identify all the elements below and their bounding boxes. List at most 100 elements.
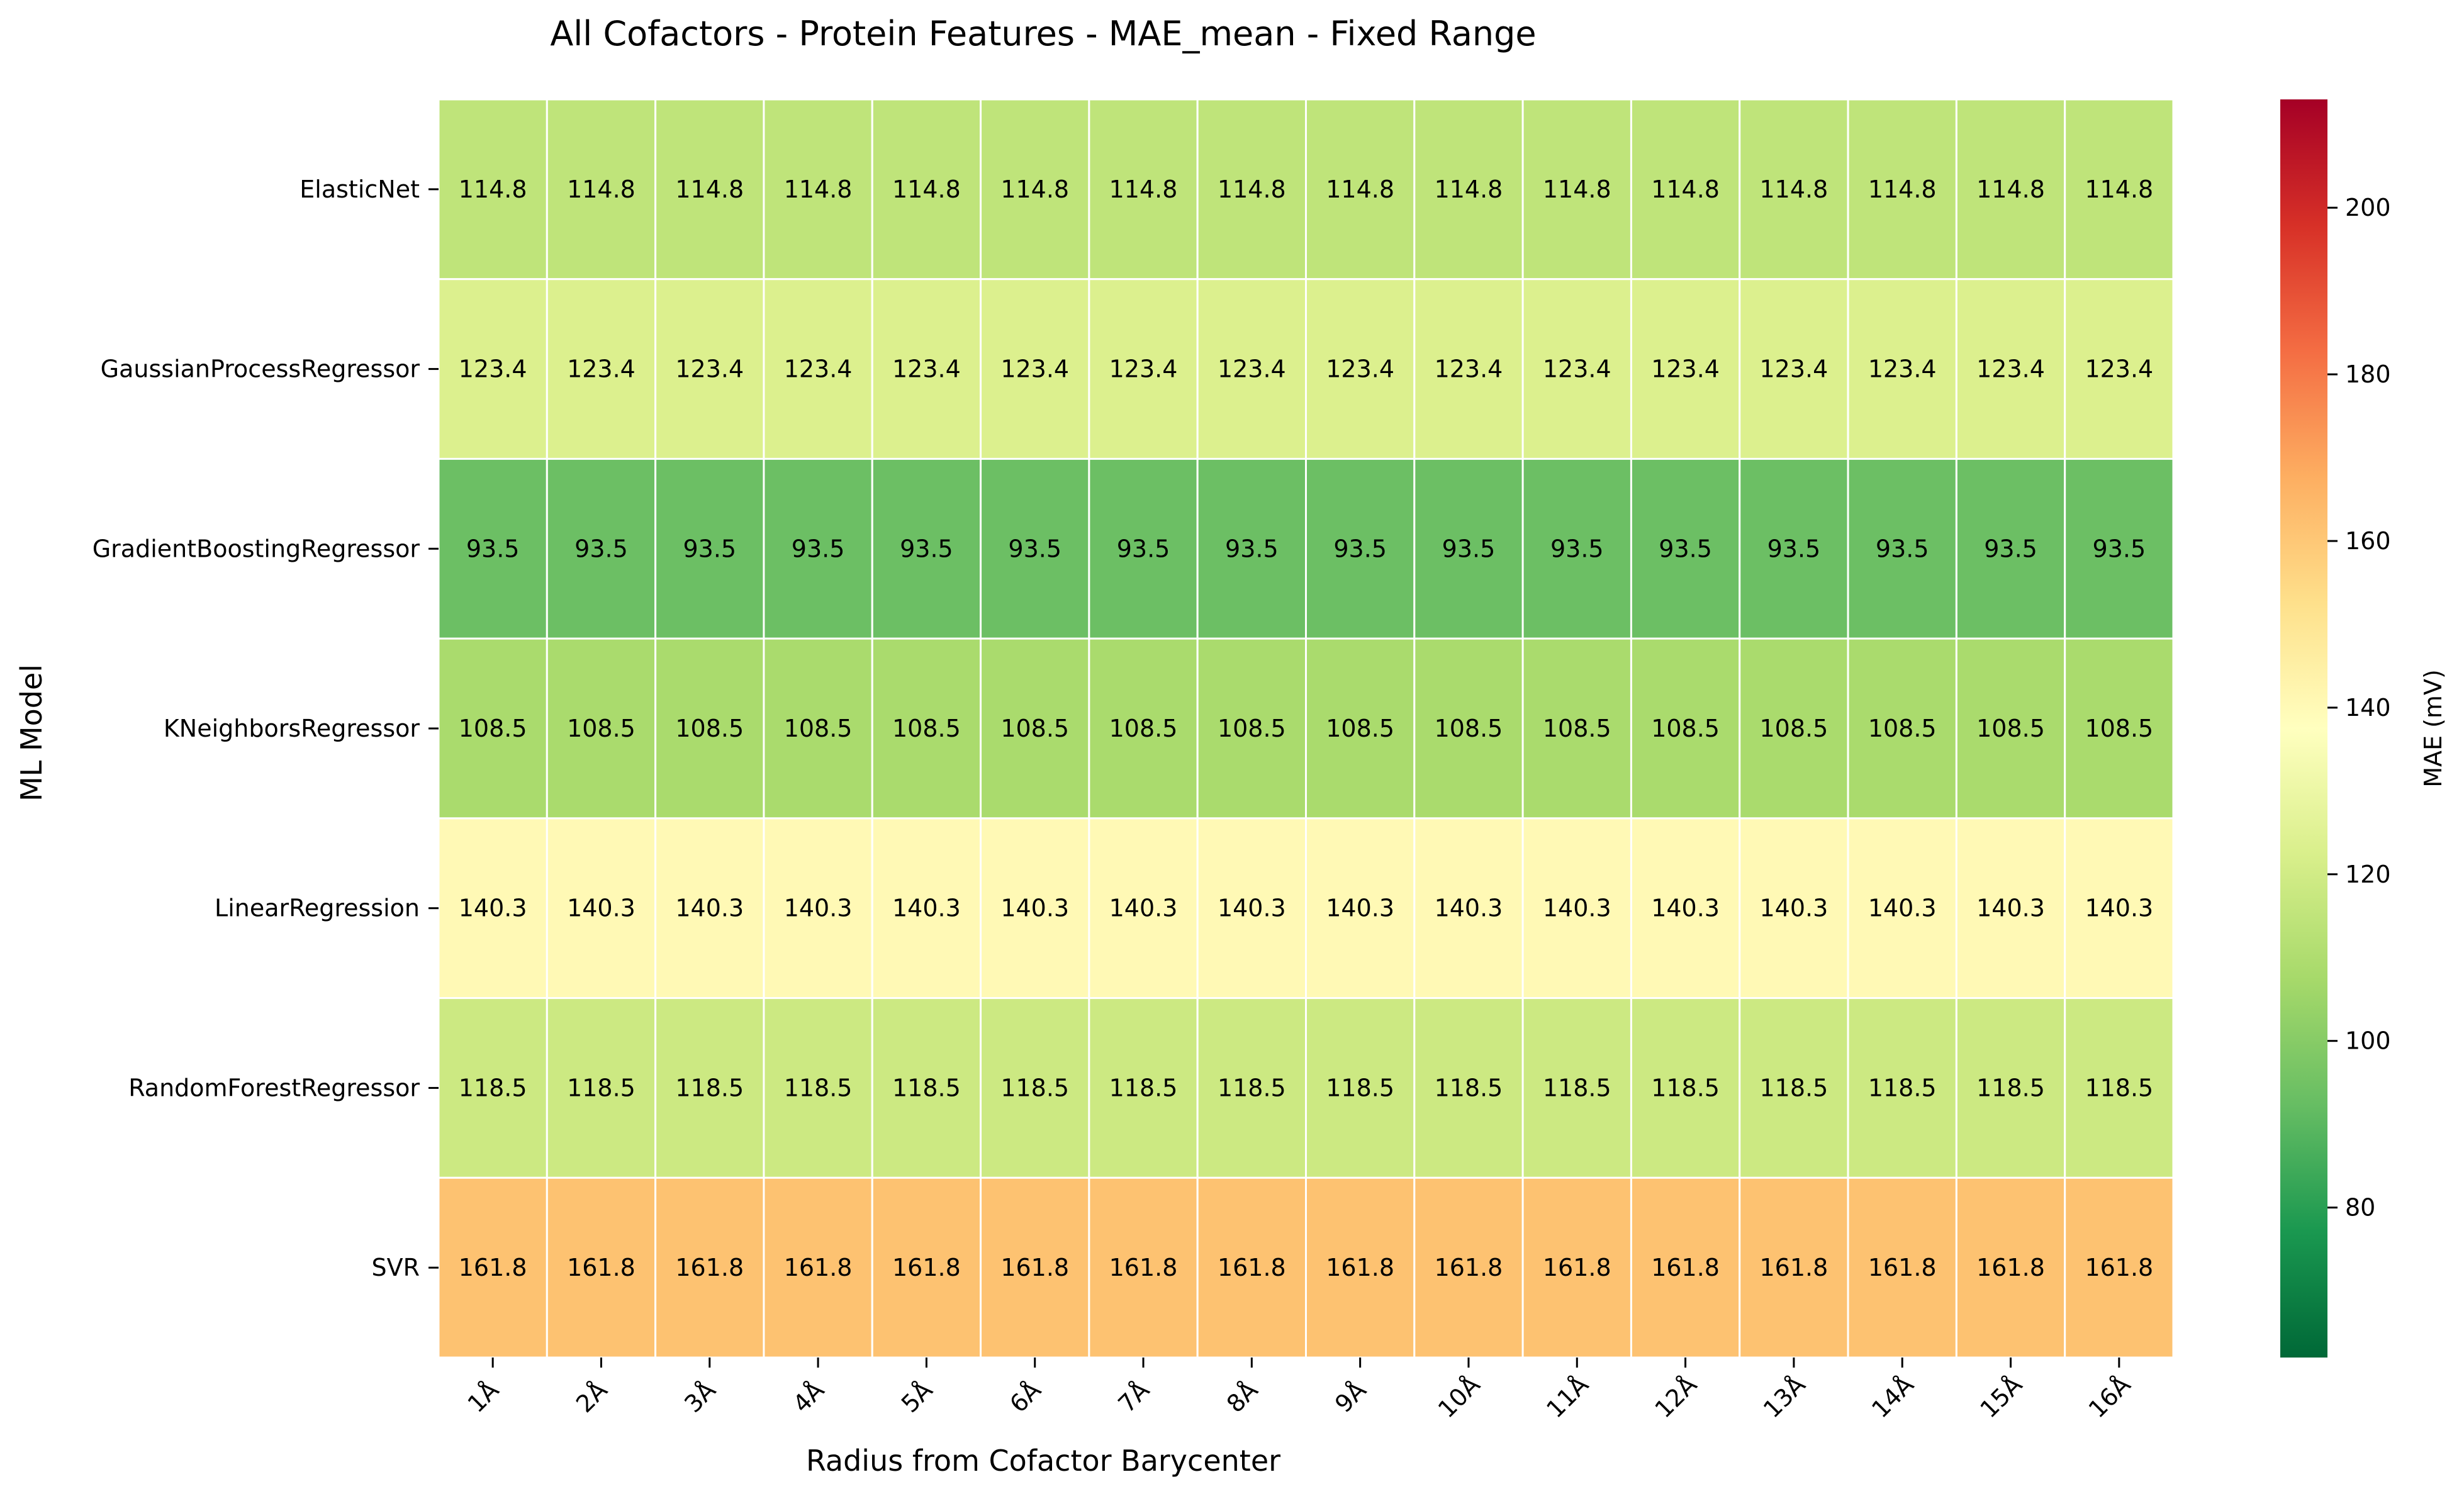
heatmap-cell: [2064, 637, 2175, 820]
heatmap-cell-label: 118.5: [1868, 1074, 1937, 1101]
heatmap-cell-label: 114.8: [567, 176, 636, 203]
heatmap-cell: [1630, 997, 1741, 1179]
heatmap-cell-label: 118.5: [1435, 1074, 1503, 1101]
heatmap-cell: [2064, 98, 2175, 281]
heatmap-cell-label: 123.4: [1760, 355, 1828, 383]
heatmap-cell: [437, 98, 548, 281]
heatmap-cell-label: 114.8: [1543, 176, 1611, 203]
heatmap-cell: [437, 1176, 548, 1359]
colorbar-tick-label: 100: [2345, 1027, 2391, 1055]
heatmap-cell: [654, 1176, 765, 1359]
heatmap-cell-label: 93.5: [1117, 535, 1170, 562]
heatmap-cell: [654, 278, 765, 460]
heatmap-cell-label: 123.4: [675, 355, 744, 383]
y-tick-label: GaussianProcessRegressor: [101, 355, 420, 383]
heatmap-cell: [1521, 637, 1632, 820]
y-tick-label: RandomForestRegressor: [128, 1074, 420, 1101]
heatmap-cell: [1196, 457, 1307, 640]
heatmap-cell-label: 161.8: [1651, 1254, 1720, 1281]
heatmap-cell: [1413, 817, 1524, 1000]
heatmap-cell-label: 114.8: [1651, 176, 1720, 203]
heatmap-cell-label: 93.5: [1442, 535, 1496, 562]
heatmap-cell: [1955, 457, 2066, 640]
heatmap-cell: [980, 817, 1090, 1000]
heatmap-cell: [871, 457, 982, 640]
heatmap-cell-label: 123.4: [2085, 355, 2153, 383]
heatmap-cell: [654, 817, 765, 1000]
heatmap-cell-label: 161.8: [1109, 1254, 1178, 1281]
heatmap-cell-label: 118.5: [1000, 1074, 1069, 1101]
heatmap-cell-label: 161.8: [459, 1254, 527, 1281]
heatmap-cell: [871, 637, 982, 820]
x-tick-label: 3Å: [679, 1376, 721, 1419]
heatmap-cell-label: 114.8: [1868, 176, 1937, 203]
heatmap-cell: [1088, 278, 1199, 460]
heatmap-cell-label: 161.8: [2085, 1254, 2153, 1281]
heatmap-cell-label: 123.4: [567, 355, 636, 383]
heatmap-cell-label: 161.8: [1000, 1254, 1069, 1281]
heatmap-cell-label: 93.5: [1008, 535, 1061, 562]
heatmap-cell: [1196, 637, 1307, 820]
heatmap-cell-label: 118.5: [567, 1074, 636, 1101]
heatmap-cell-label: 108.5: [1976, 715, 2045, 742]
heatmap-cell: [980, 637, 1090, 820]
x-tick-label: 1Å: [462, 1376, 505, 1419]
heatmap-cell-label: 123.4: [1109, 355, 1178, 383]
heatmap-cell: [980, 1176, 1090, 1359]
heatmap-cell-label: 108.5: [1868, 715, 1937, 742]
heatmap-cell-label: 93.5: [1550, 535, 1604, 562]
colorbar-tick-label: 160: [2345, 527, 2391, 555]
heatmap-cell-label: 118.5: [1543, 1074, 1611, 1101]
heatmap-cell-label: 140.3: [2085, 895, 2153, 922]
heatmap-cell-label: 108.5: [1218, 715, 1286, 742]
heatmap-cell-label: 140.3: [567, 895, 636, 922]
heatmap-cell: [871, 817, 982, 1000]
x-tick-label: 10Å: [1433, 1371, 1486, 1424]
colorbar-tick-label: 80: [2345, 1194, 2375, 1222]
heatmap-cell-label: 108.5: [784, 715, 853, 742]
heatmap-cell-label: 123.4: [892, 355, 961, 383]
heatmap-cell-label: 118.5: [1976, 1074, 2045, 1101]
heatmap-cell-label: 161.8: [1326, 1254, 1394, 1281]
heatmap-cell: [1521, 1176, 1632, 1359]
heatmap-cell-label: 140.3: [1435, 895, 1503, 922]
heatmap-cell-label: 123.4: [784, 355, 853, 383]
heatmap-cell-label: 114.8: [675, 176, 744, 203]
y-tick-label: GradientBoostingRegressor: [92, 535, 420, 562]
heatmap-cell-label: 118.5: [1326, 1074, 1394, 1101]
heatmap-cell: [1305, 1176, 1416, 1359]
heatmap-cell-label: 118.5: [892, 1074, 961, 1101]
heatmap-cell: [546, 1176, 657, 1359]
heatmap-cell-label: 140.3: [1543, 895, 1611, 922]
x-axis-label: Radius from Cofactor Barycenter: [806, 1444, 1280, 1478]
chart-title: All Cofactors - Protein Features - MAE_m…: [550, 14, 1536, 53]
x-tick-label: 2Å: [571, 1376, 613, 1419]
heatmap-cell: [871, 278, 982, 460]
heatmap-cell-label: 140.3: [1000, 895, 1069, 922]
heatmap-cell-label: 93.5: [1984, 535, 2037, 562]
heatmap-cell: [980, 457, 1090, 640]
heatmap-cell: [1955, 817, 2066, 1000]
colorbar-tick-label: 120: [2345, 861, 2391, 888]
heatmap-cell-label: 114.8: [2085, 176, 2153, 203]
heatmap-cell-label: 108.5: [567, 715, 636, 742]
heatmap-cell: [546, 997, 657, 1179]
heatmap-cell: [763, 817, 873, 1000]
x-tick-label: 11Å: [1541, 1371, 1594, 1424]
heatmap-cell-label: 118.5: [675, 1074, 744, 1101]
heatmap-cell-label: 140.3: [1976, 895, 2045, 922]
colorbar-gradient: [2280, 99, 2327, 1358]
heatmap-cell-label: 161.8: [1435, 1254, 1503, 1281]
heatmap-cell: [1955, 997, 2066, 1179]
heatmap-cell: [1305, 997, 1416, 1179]
heatmap-cell-label: 161.8: [675, 1254, 744, 1281]
colorbar-label: MAE (mV): [2419, 669, 2447, 788]
heatmap-cell: [1088, 637, 1199, 820]
y-axis-label: ML Model: [14, 664, 48, 801]
heatmap-cell-label: 118.5: [1218, 1074, 1286, 1101]
heatmap-cell: [1521, 997, 1632, 1179]
heatmap-cell: [1739, 278, 1849, 460]
heatmap-cell-label: 118.5: [2085, 1074, 2153, 1101]
heatmap-cell-label: 140.3: [784, 895, 853, 922]
